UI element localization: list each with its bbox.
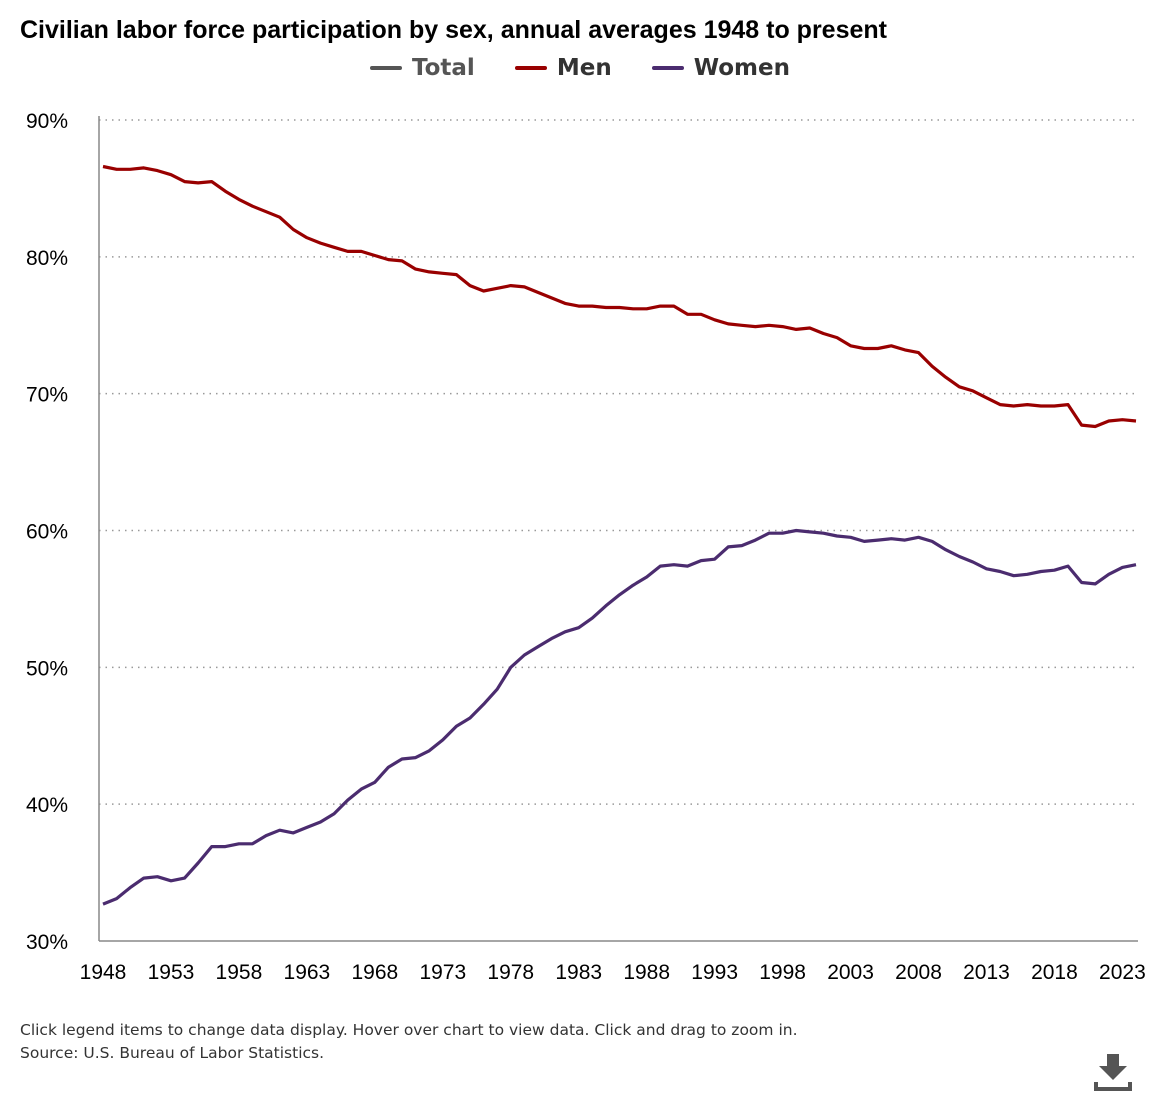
- y-tick-label: 40%: [26, 794, 68, 817]
- x-tick-label: 1983: [555, 961, 602, 984]
- legend-swatch: [514, 66, 547, 70]
- download-icon[interactable]: [1093, 1052, 1133, 1092]
- x-tick-label: 1973: [419, 961, 466, 984]
- legend-label: Total: [411, 55, 475, 81]
- legend-item-men[interactable]: Men: [514, 55, 612, 81]
- x-tick-label: 2013: [963, 961, 1010, 984]
- legend: Total Men Women: [0, 55, 1160, 81]
- x-tick-label: 1963: [284, 961, 331, 984]
- y-tick-label: 80%: [26, 247, 68, 270]
- footer-note: Click legend items to change data displa…: [20, 1021, 798, 1039]
- chart-svg[interactable]: 30% 40% 50% 60% 70% 80% 90% 1948 1953 1958 1963 196…: [0, 0, 1160, 1010]
- y-tick-label: 70%: [26, 384, 68, 407]
- y-tick-label: 60%: [26, 521, 68, 544]
- legend-item-total[interactable]: Total: [369, 55, 475, 81]
- x-tick-label: 2008: [895, 961, 942, 984]
- x-tick-label: 1958: [216, 961, 263, 984]
- chart-title: Civilian labor force participation by se…: [20, 16, 887, 44]
- x-tick-label: 1953: [148, 961, 195, 984]
- series-line-men: [102, 164, 1137, 429]
- x-tick-label: 1988: [623, 961, 670, 984]
- legend-swatch: [369, 66, 402, 70]
- x-tick-label: 1993: [691, 961, 738, 984]
- y-tick-label: 50%: [26, 657, 68, 680]
- legend-label: Men: [556, 55, 612, 81]
- legend-label: Women: [693, 55, 790, 81]
- x-tick-label: 1998: [759, 961, 806, 984]
- series-line-women: [102, 528, 1137, 906]
- x-tick-label: 2023: [1099, 961, 1146, 984]
- x-tick-label: 1948: [80, 961, 127, 984]
- y-tick-label: 30%: [26, 931, 68, 954]
- x-tick-label: 2003: [827, 961, 874, 984]
- footer: Click legend items to change data displa…: [20, 1019, 798, 1065]
- x-tick-label: 2018: [1031, 961, 1078, 984]
- legend-swatch: [651, 66, 684, 70]
- x-tick-label: 1968: [351, 961, 398, 984]
- x-tick-label: 1978: [487, 961, 534, 984]
- legend-item-women[interactable]: Women: [651, 55, 790, 81]
- footer-source: Source: U.S. Bureau of Labor Statistics.: [20, 1044, 325, 1062]
- y-tick-label: 90%: [26, 110, 68, 133]
